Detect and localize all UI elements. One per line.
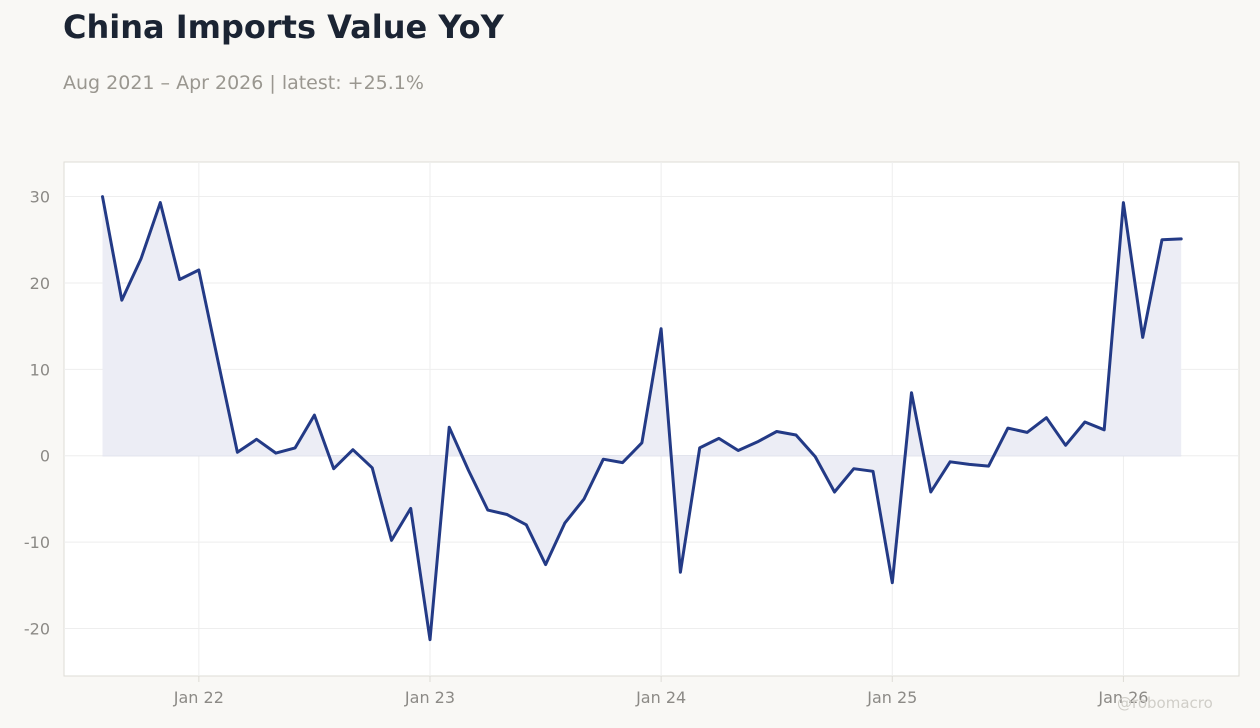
x-tick-label: Jan 22 bbox=[173, 688, 224, 707]
y-tick-label: 30 bbox=[30, 188, 50, 207]
x-tick-label: Jan 24 bbox=[635, 688, 686, 707]
series-line-layer bbox=[101, 195, 1183, 642]
x-axis-ticks: Jan 22 Jan 23 Jan 24 Jan 25 Jan 26 bbox=[173, 676, 1148, 707]
x-tick-label: Jan 25 bbox=[866, 688, 917, 707]
chart-title: China Imports Value YoY bbox=[63, 8, 504, 46]
series-line bbox=[101, 195, 1183, 642]
y-tick-label: -20 bbox=[24, 619, 50, 638]
y-axis-ticks: -20 -10 0 10 20 30 bbox=[24, 188, 50, 639]
watermark-text: @robomacro bbox=[1117, 694, 1213, 712]
chart-subtitle: Aug 2021 – Apr 2026 | latest: +25.1% bbox=[63, 72, 424, 94]
x-tick-label: Jan 26 bbox=[1097, 688, 1148, 707]
y-tick-label: 10 bbox=[30, 360, 50, 379]
y-tick-label: -10 bbox=[24, 533, 50, 552]
y-tick-label: 20 bbox=[30, 274, 50, 293]
y-tick-label: 0 bbox=[40, 447, 50, 466]
x-tick-label: Jan 23 bbox=[404, 688, 455, 707]
